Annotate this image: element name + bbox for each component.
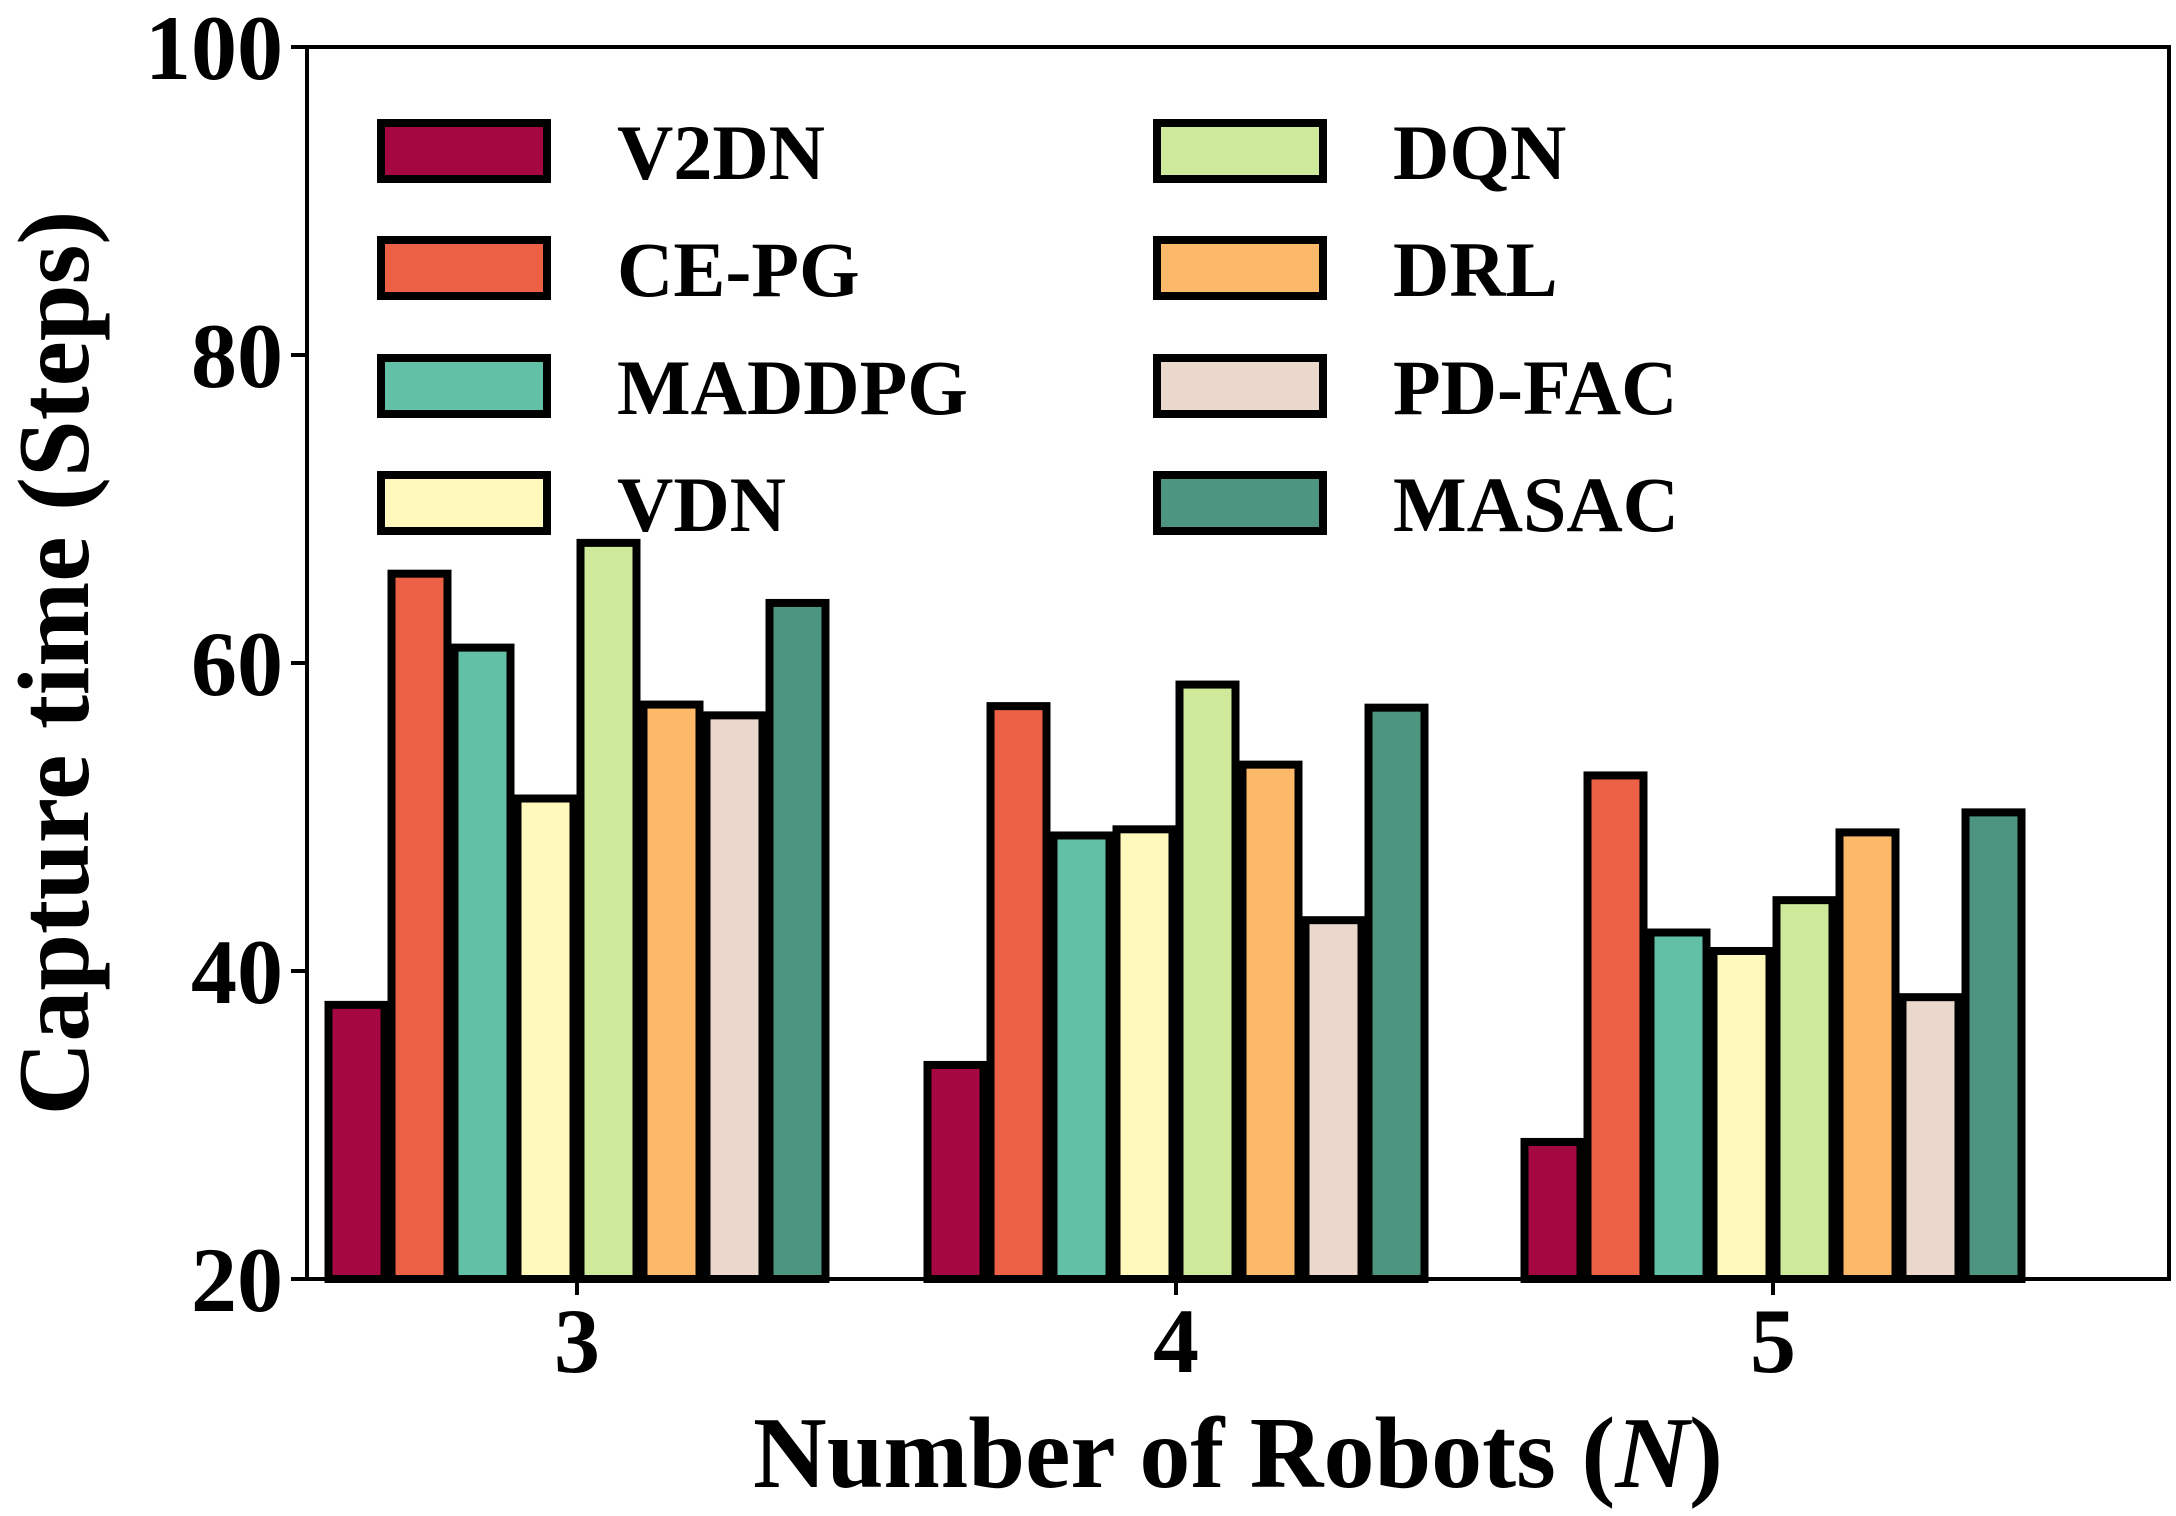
legend-label-drl: DRL <box>1393 226 1558 313</box>
bar-vdn-n5 <box>1709 946 1774 1283</box>
bar-maddpg-n4 <box>1049 831 1114 1283</box>
bar-vdn-n4 <box>1112 825 1177 1283</box>
legend-label-dqn: DQN <box>1393 109 1566 196</box>
bars-group <box>324 538 2026 1284</box>
y-tick-label: 20 <box>191 1229 283 1331</box>
bar-masac-n4 <box>1364 703 1429 1283</box>
legend-swatch-drl <box>1153 236 1327 300</box>
legend-label-pd-fac: PD-FAC <box>1393 344 1677 431</box>
x-tick-label: 3 <box>554 1290 600 1392</box>
y-tick-label: 100 <box>145 0 283 99</box>
bar-ce-pg-n3 <box>387 569 452 1283</box>
bar-masac-n5 <box>1961 808 2026 1283</box>
legend-swatch-maddpg <box>377 354 551 418</box>
bar-dqn-n5 <box>1772 896 1837 1283</box>
bar-v2dn-n5 <box>1520 1137 1585 1283</box>
legend-swatch-v2dn <box>377 119 551 183</box>
legend-swatch-masac <box>1153 471 1327 535</box>
bar-pd-fac-n5 <box>1898 993 1963 1283</box>
y-tick-label: 80 <box>191 305 283 407</box>
bar-pd-fac-n3 <box>702 711 767 1283</box>
y-axis: 20 40 60 80 100 <box>145 0 307 1331</box>
y-axis-label: Capture time (Steps) <box>0 211 111 1116</box>
y-tick-label: 60 <box>191 613 283 715</box>
bar-dqn-n3 <box>576 538 641 1283</box>
bar-v2dn-n4 <box>923 1060 988 1283</box>
bar-ce-pg-n4 <box>986 702 1051 1283</box>
bar-dqn-n4 <box>1175 680 1240 1283</box>
legend: V2DN CE-PG MADDPG VDN DQN DRL PD-FAC MASAC <box>377 109 1679 548</box>
legend-label-vdn: VDN <box>617 461 786 548</box>
bar-masac-n3 <box>765 598 830 1283</box>
bar-vdn-n3 <box>513 794 578 1284</box>
bar-maddpg-n3 <box>450 643 515 1283</box>
bar-v2dn-n3 <box>324 1000 389 1283</box>
x-axis: 3 4 5 <box>554 1279 1796 1392</box>
legend-label-v2dn: V2DN <box>617 109 825 196</box>
bar-pd-fac-n4 <box>1301 916 1366 1283</box>
x-axis-label: Number of Robots (N) <box>753 1397 1723 1510</box>
legend-label-maddpg: MADDPG <box>617 344 968 431</box>
legend-swatch-pd-fac <box>1153 354 1327 418</box>
legend-swatch-dqn <box>1153 119 1327 183</box>
x-tick-label: 4 <box>1153 1290 1199 1392</box>
legend-swatch-vdn <box>377 471 551 535</box>
bar-drl-n4 <box>1238 760 1303 1283</box>
legend-label-ce-pg: CE-PG <box>617 226 860 313</box>
x-tick-label: 5 <box>1750 1290 1796 1392</box>
bar-ce-pg-n5 <box>1583 771 1648 1283</box>
legend-label-masac: MASAC <box>1393 461 1679 548</box>
bar-drl-n5 <box>1835 828 1900 1284</box>
bar-maddpg-n5 <box>1646 928 1711 1283</box>
bar-drl-n3 <box>639 700 704 1283</box>
y-tick-label: 40 <box>191 921 283 1023</box>
legend-swatch-ce-pg <box>377 236 551 300</box>
